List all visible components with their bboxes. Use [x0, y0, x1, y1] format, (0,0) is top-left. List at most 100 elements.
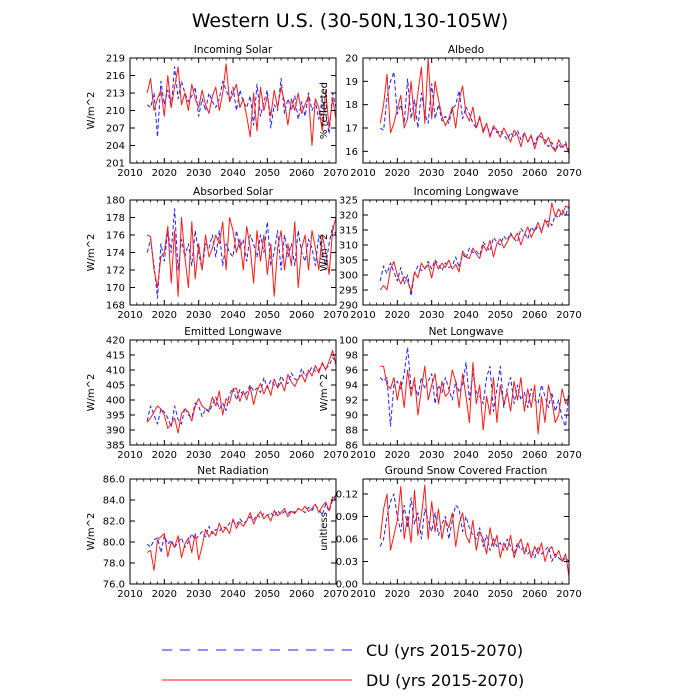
series-line-emitted-longwave-du — [146, 350, 337, 434]
panel-incoming-longwave: Incoming Longwave W/m^2 2010 2020 2030 2040 20… — [319, 186, 582, 321]
panel-net-radiation: Net Radiation W/m^2 2010 2020 2030 2040 2050 20… — [86, 465, 349, 600]
x-tick-label-absorbed-solar: 2060 — [289, 310, 314, 321]
y-tick-label-net-longwave: 100 — [339, 336, 358, 347]
x-tick-label-albedo: 2060 — [522, 168, 547, 179]
panel-title-net-longwave: Net Longwave — [429, 326, 504, 338]
legend-label-cu: CU (yrs 2015-2070) — [366, 641, 523, 660]
panel-ground-snow-covered-fraction: Ground Snow Covered Fraction unitless 2010… — [319, 465, 582, 600]
series-line-albedo-du — [379, 57, 570, 154]
y-tick-label-net-longwave: 98 — [345, 351, 358, 362]
x-tick-label-incoming-longwave: 2050 — [488, 310, 513, 321]
y-tick-label-emitted-longwave: 405 — [106, 381, 125, 392]
y-tick-label-net-radiation: 82.0 — [103, 517, 125, 528]
y-tick-label-incoming-solar: 207 — [106, 124, 125, 135]
y-tick-label-absorbed-solar: 178 — [106, 213, 125, 224]
x-tick-label-emitted-longwave: 2010 — [117, 450, 142, 461]
x-tick-label-absorbed-solar: 2020 — [152, 310, 177, 321]
y-axis-label-emitted-longwave: W/m^2 — [86, 374, 97, 412]
series-line-ground-snow-covered-fraction-du — [379, 484, 570, 577]
x-tick-label-albedo: 2010 — [350, 168, 375, 179]
y-tick-label-incoming-solar: 213 — [106, 89, 125, 100]
panel-absorbed-solar: Absorbed Solar W/m^2 2010 2020 2030 2040 2050 2… — [86, 186, 349, 321]
figure-title: Western U.S. (30-50N,130-105W) — [192, 10, 509, 32]
y-tick-label-absorbed-solar: 176 — [106, 231, 125, 242]
panel-title-incoming-solar: Incoming Solar — [194, 44, 273, 56]
x-tick-label-net-radiation: 2050 — [255, 589, 280, 600]
x-tick-label-net-radiation: 2070 — [323, 589, 348, 600]
x-tick-label-ground-snow-covered-fraction: 2030 — [419, 589, 444, 600]
x-tick-label-albedo: 2030 — [419, 168, 444, 179]
panel-emitted-longwave: Emitted Longwave W/m^2 2010 2020 2030 2040 205… — [86, 326, 349, 461]
plot-frame-incoming-longwave — [362, 199, 570, 306]
y-tick-label-albedo: 18 — [345, 100, 358, 111]
series-line-absorbed-solar-du — [146, 217, 337, 297]
y-axis-label-net-radiation: W/m^2 — [86, 513, 97, 551]
x-tick-label-net-radiation: 2060 — [289, 589, 314, 600]
x-tick-label-net-longwave: 2020 — [385, 450, 410, 461]
series-line-albedo-cu — [379, 71, 570, 152]
x-tick-label-emitted-longwave: 2050 — [255, 450, 280, 461]
y-tick-label-emitted-longwave: 420 — [106, 336, 125, 347]
x-tick-label-net-longwave: 2040 — [453, 450, 478, 461]
y-tick-label-incoming-solar: 201 — [106, 159, 125, 170]
plot-frame-net-radiation — [129, 478, 337, 585]
y-axis-label-net-longwave: W/m^2 — [319, 374, 330, 412]
x-tick-label-incoming-longwave: 2040 — [453, 310, 478, 321]
x-tick-label-emitted-longwave: 2060 — [289, 450, 314, 461]
x-tick-label-net-radiation: 2030 — [186, 589, 211, 600]
x-tick-label-albedo: 2070 — [556, 168, 581, 179]
series-line-incoming-solar-du — [146, 63, 337, 146]
y-tick-label-emitted-longwave: 400 — [106, 396, 125, 407]
y-tick-label-albedo: 19 — [345, 77, 358, 88]
panel-title-ground-snow-covered-fraction: Ground Snow Covered Fraction — [385, 465, 548, 477]
y-tick-label-net-longwave: 90 — [345, 411, 358, 422]
x-tick-label-incoming-longwave: 2060 — [522, 310, 547, 321]
y-tick-label-incoming-longwave: 300 — [339, 271, 358, 282]
x-tick-label-incoming-solar: 2060 — [289, 168, 314, 179]
y-tick-label-incoming-longwave: 325 — [339, 196, 358, 207]
y-tick-label-net-radiation: 84.0 — [103, 496, 125, 507]
y-tick-label-incoming-solar: 204 — [106, 141, 125, 152]
panel-title-albedo: Albedo — [448, 44, 484, 56]
y-axis-label-albedo: % reflected — [319, 82, 330, 139]
y-tick-label-albedo: 20 — [345, 54, 358, 65]
x-tick-label-absorbed-solar: 2040 — [220, 310, 245, 321]
y-tick-label-net-radiation: 86.0 — [103, 475, 125, 486]
x-tick-label-absorbed-solar: 2050 — [255, 310, 280, 321]
y-tick-label-absorbed-solar: 170 — [106, 283, 125, 294]
y-tick-label-emitted-longwave: 390 — [106, 426, 125, 437]
x-tick-label-incoming-solar: 2020 — [152, 168, 177, 179]
x-tick-label-incoming-longwave: 2020 — [385, 310, 410, 321]
y-tick-label-incoming-longwave: 305 — [339, 256, 358, 267]
panel-albedo: Albedo % reflected 2010 2020 2030 2040 2050 206… — [319, 44, 582, 179]
y-tick-label-albedo: 17 — [345, 124, 358, 135]
y-tick-label-net-longwave: 96 — [345, 366, 358, 377]
x-tick-label-emitted-longwave: 2040 — [220, 450, 245, 461]
plot-frame-incoming-solar — [129, 57, 337, 164]
y-tick-label-net-longwave: 86 — [345, 441, 358, 452]
y-tick-label-absorbed-solar: 174 — [106, 248, 125, 259]
series-line-net-longwave-du — [380, 362, 570, 435]
y-tick-label-absorbed-solar: 168 — [106, 301, 125, 312]
x-tick-label-net-radiation: 2040 — [220, 589, 245, 600]
series-line-incoming-longwave-cu — [379, 205, 570, 297]
y-axis-label-incoming-solar: W/m^2 — [86, 92, 97, 130]
y-tick-label-incoming-longwave: 315 — [339, 226, 358, 237]
y-tick-label-incoming-solar: 219 — [106, 54, 125, 65]
y-tick-label-net-radiation: 78.0 — [103, 559, 125, 570]
y-tick-label-incoming-solar: 216 — [106, 71, 125, 82]
x-tick-label-ground-snow-covered-fraction: 2070 — [556, 589, 581, 600]
y-tick-label-net-longwave: 92 — [345, 396, 358, 407]
y-tick-label-emitted-longwave: 385 — [106, 441, 125, 452]
x-tick-label-net-longwave: 2030 — [419, 450, 444, 461]
y-tick-label-incoming-longwave: 290 — [339, 301, 358, 312]
x-tick-label-incoming-longwave: 2030 — [419, 310, 444, 321]
series-line-net-longwave-cu — [379, 347, 570, 427]
y-tick-label-incoming-longwave: 310 — [339, 241, 358, 252]
y-tick-label-albedo: 16 — [345, 147, 358, 158]
x-tick-label-absorbed-solar: 2010 — [117, 310, 142, 321]
panel-title-incoming-longwave: Incoming Longwave — [414, 186, 519, 198]
panel-incoming-solar: Incoming Solar W/m^2 2010 2020 2030 2040 2050 2… — [86, 44, 349, 179]
series-line-emitted-longwave-cu — [146, 357, 337, 428]
